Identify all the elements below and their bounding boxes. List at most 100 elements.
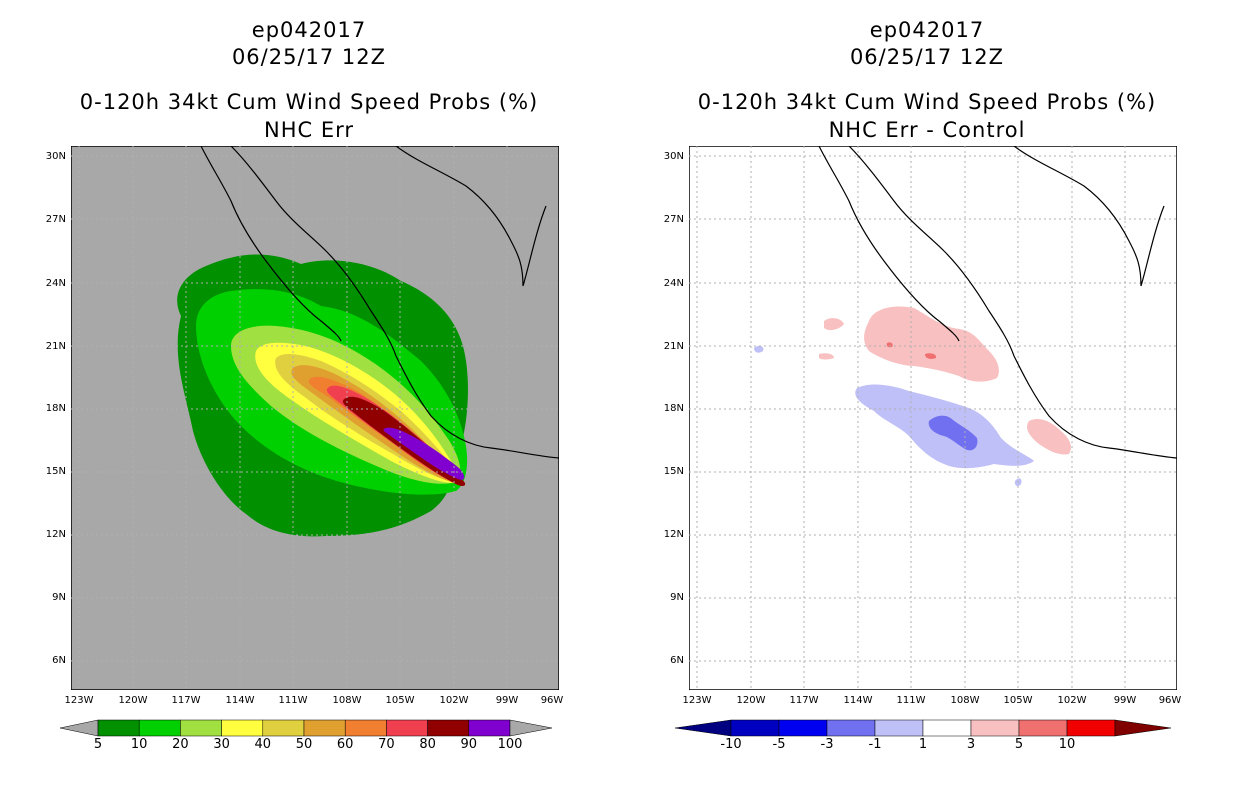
lon-label: 108W [950, 695, 980, 706]
colorbar-label: -10 [720, 737, 742, 752]
lon-label: 99W [1113, 695, 1137, 706]
colorbar-cell [138, 719, 181, 737]
lat-label: 27N [45, 214, 66, 225]
lat-label: 30N [45, 151, 66, 162]
coastline-baja [818, 146, 960, 342]
colorbar-cell [221, 719, 264, 737]
lon-label: 123W [682, 695, 712, 706]
colorbar-label: 20 [172, 737, 189, 752]
colorbar-label: -1 [868, 737, 882, 752]
colorbar-left-arrow [675, 719, 732, 737]
lat-label: 6N [52, 655, 66, 666]
lon-label: 111W [278, 695, 308, 706]
diff-positive-3 [819, 353, 834, 360]
colorbar-left-arrow [60, 719, 99, 737]
left-panel: ep042017 06/25/17 12Z 0-120h 34kt Cum Wi… [45, 18, 564, 752]
lon-label: 108W [332, 695, 362, 706]
lat-label: 21N [663, 341, 684, 352]
lon-label: 99W [495, 695, 519, 706]
colorbar-label: 100 [497, 737, 523, 752]
right-title-storm: ep042017 [869, 18, 985, 42]
coastline-mexico-pacific [395, 355, 559, 459]
lat-label: 9N [52, 592, 66, 603]
left-title-subtitle: NHC Err [263, 118, 354, 142]
right-map [689, 146, 1177, 690]
prob-contour-90 [383, 427, 465, 480]
colorbar-cell [386, 719, 428, 737]
lat-label: 6N [670, 655, 684, 666]
colorbar-label: 60 [336, 737, 354, 752]
colorbar-cell [97, 719, 140, 737]
diff-positive-4 [1027, 419, 1072, 455]
colorbar-cell [344, 719, 387, 737]
coastline-gulf [230, 146, 397, 357]
colorbar-label: 40 [254, 737, 272, 752]
left-title-datetime: 06/25/17 12Z [231, 45, 387, 69]
colorbar-cell [262, 719, 305, 737]
lon-label: 114W [225, 695, 255, 706]
lon-label: 96W [540, 695, 564, 706]
colorbar-cell [427, 719, 470, 737]
diff-positive-5 [925, 353, 937, 359]
colorbar-label: 80 [419, 737, 436, 752]
colorbar-cell [778, 719, 828, 737]
lat-label: 9N [670, 592, 684, 603]
colorbar-right-arrow [1114, 719, 1172, 737]
colorbar-cell [303, 719, 346, 737]
left-colorbar [60, 719, 553, 737]
colorbar-cell [970, 719, 1020, 737]
lon-label: 105W [1003, 695, 1033, 706]
lon-label: 117W [171, 695, 201, 706]
lat-label: 12N [663, 529, 684, 540]
coastline-baja [200, 146, 342, 342]
lon-label: 105W [385, 695, 415, 706]
right-colorbar [675, 719, 1172, 737]
left-title-product: 0-120h 34kt Cum Wind Speed Probs (%) [79, 90, 539, 114]
coastline-mexico-pacific [1013, 355, 1177, 459]
lat-label: 15N [663, 466, 684, 477]
lon-label: 102W [439, 695, 469, 706]
coastline-mexico-gulf [395, 146, 547, 287]
colorbar-cell [730, 719, 780, 737]
colorbar-label: 1 [918, 737, 928, 752]
lon-label: 96W [1158, 695, 1182, 706]
colorbar-cell [922, 719, 972, 737]
colorbar-label: 10 [130, 737, 148, 752]
lon-label: 117W [789, 695, 819, 706]
lat-label: 24N [45, 278, 66, 289]
colorbar-cell [468, 719, 511, 737]
lat-label: 15N [45, 466, 66, 477]
colorbar-label: 70 [378, 737, 395, 752]
lon-label: 120W [736, 695, 766, 706]
diff-positive-2 [824, 318, 844, 331]
colorbar-cell [1066, 719, 1116, 737]
left-title-storm: ep042017 [251, 18, 367, 42]
colorbar-label: 50 [295, 737, 313, 752]
colorbar-cell [180, 719, 222, 737]
lon-label: 114W [843, 695, 873, 706]
right-title-datetime: 06/25/17 12Z [849, 45, 1005, 69]
left-map [71, 146, 559, 690]
diff-negative-3 [754, 345, 764, 353]
lat-label: 27N [663, 214, 684, 225]
colorbar-label: -5 [772, 737, 786, 752]
right-panel: ep042017 06/25/17 12Z 0-120h 34kt Cum Wi… [618, 0, 1236, 800]
colorbar-cell [826, 719, 876, 737]
lon-label: 102W [1057, 695, 1087, 706]
lat-label: 12N [45, 529, 66, 540]
lon-label: 120W [118, 695, 148, 706]
lon-label: 123W [64, 695, 94, 706]
colorbar-label: 90 [460, 737, 478, 752]
colorbar-label: 30 [213, 737, 230, 752]
right-title-product: 0-120h 34kt Cum Wind Speed Probs (%) [697, 90, 1157, 114]
diff-positive-6 [886, 342, 893, 348]
lat-label: 18N [663, 403, 684, 414]
lat-label: 30N [663, 151, 684, 162]
colorbar-cell [1018, 719, 1068, 737]
colorbar-label: 3 [966, 737, 976, 752]
colorbar-label: 5 [93, 737, 103, 752]
coastline-gulf [848, 146, 1015, 357]
coastline-mexico-gulf [1013, 146, 1165, 287]
colorbar-cell [874, 719, 924, 737]
lat-label: 18N [45, 403, 66, 414]
